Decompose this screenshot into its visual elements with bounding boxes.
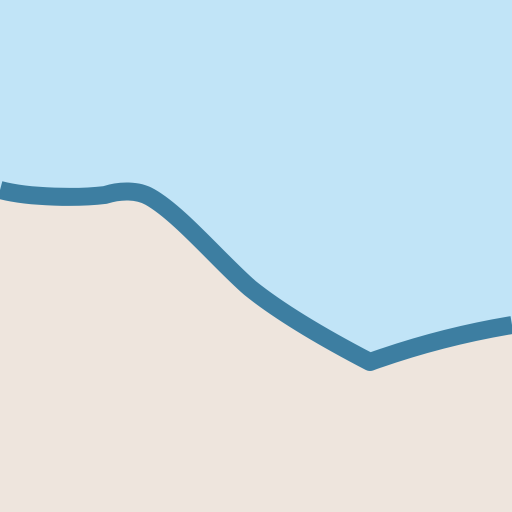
water-area bbox=[0, 0, 512, 362]
shoreline bbox=[0, 181, 512, 371]
